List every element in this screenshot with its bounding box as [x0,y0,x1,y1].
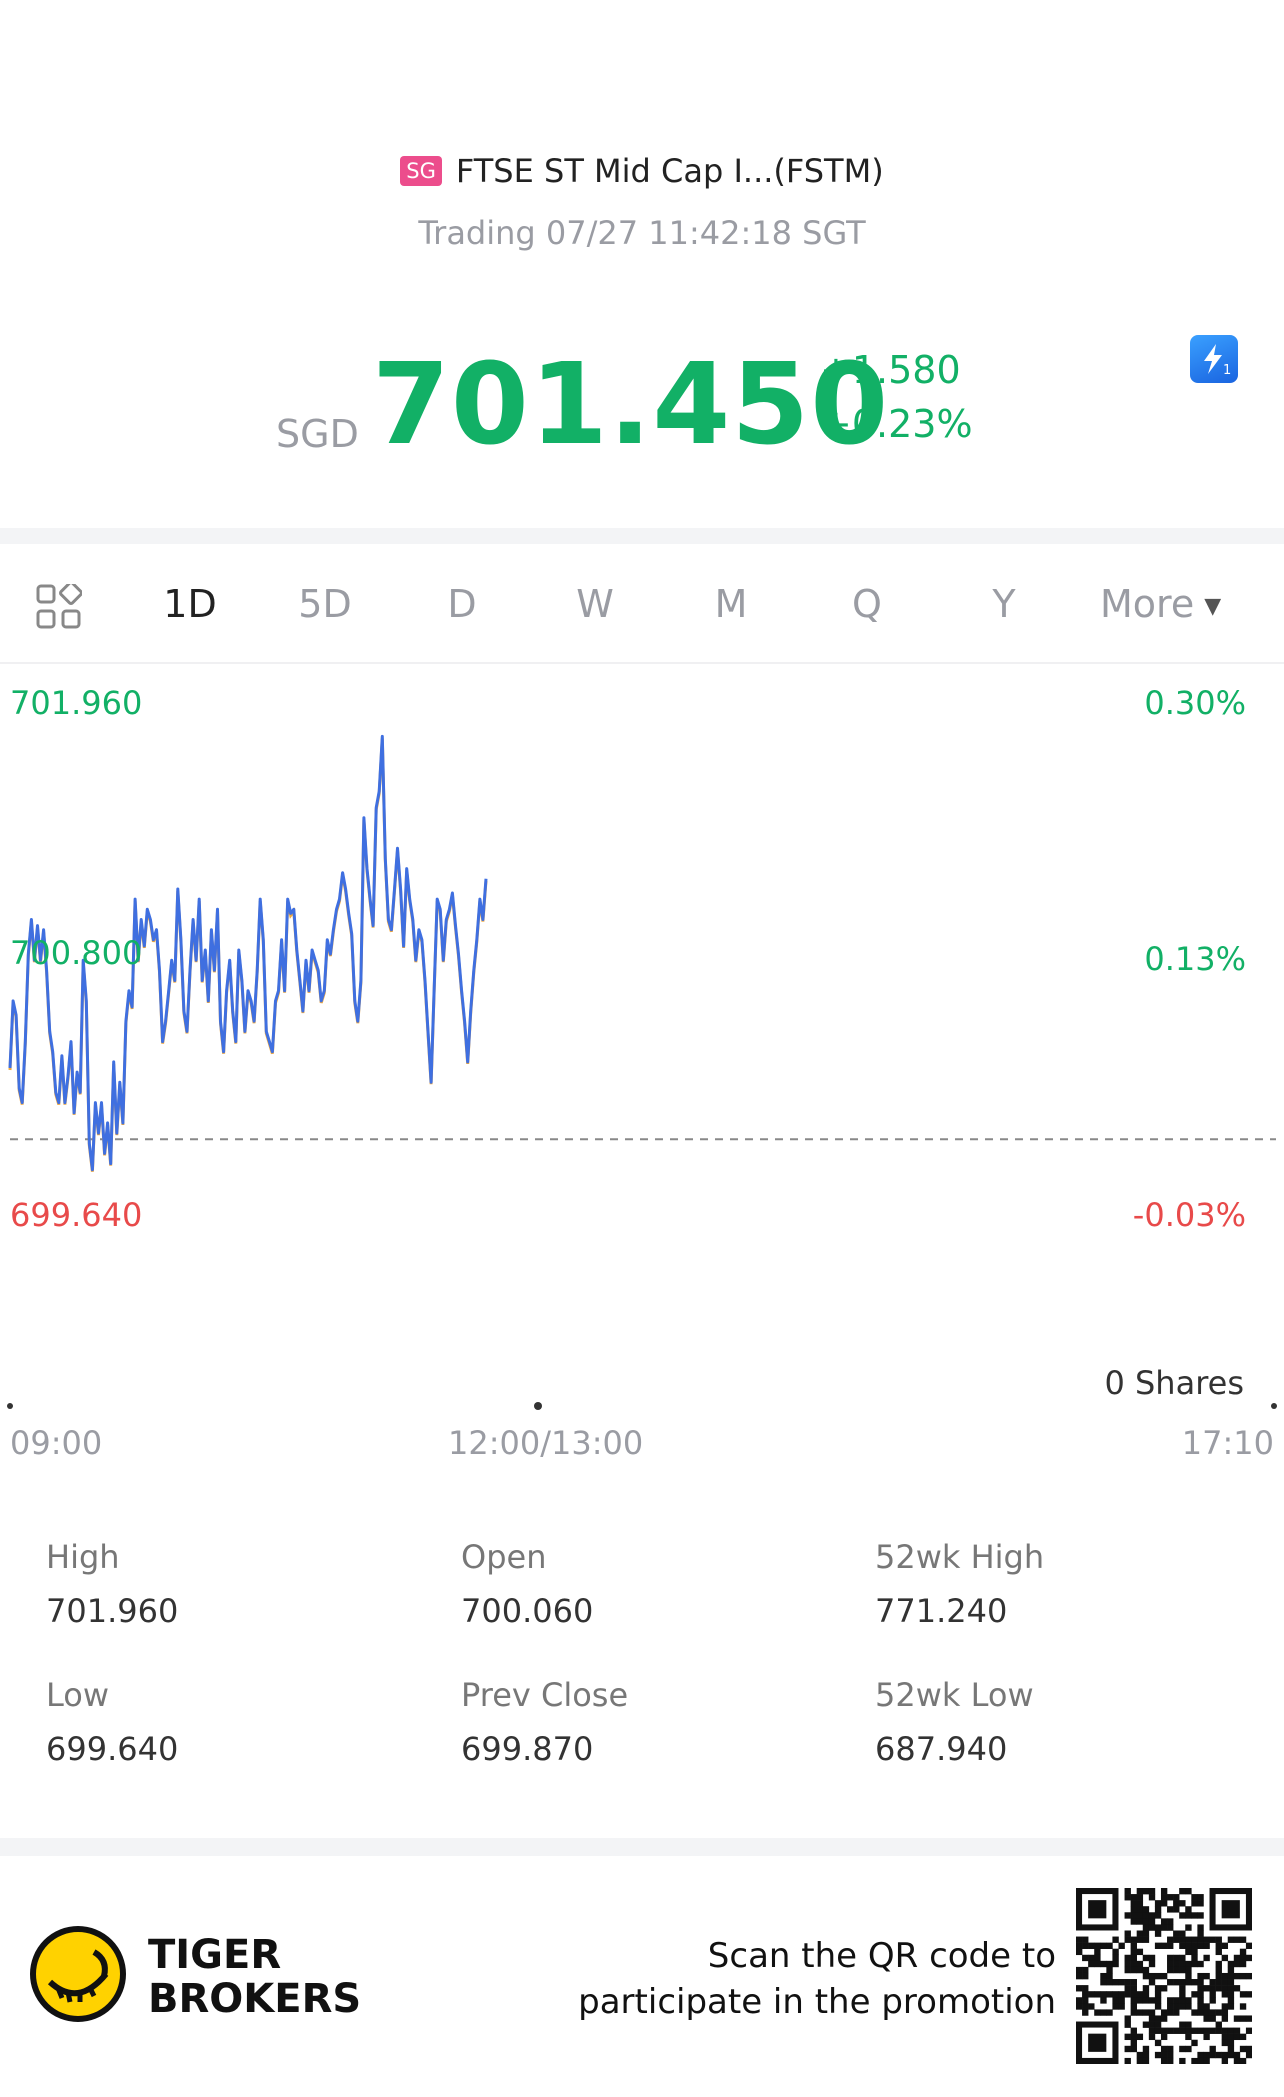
x-tick-end [1271,1403,1277,1409]
caret-down-icon: ▼ [1204,594,1222,619]
promo-text-line1: Scan the QR code to [707,1936,1056,1976]
stat-value-high: 701.960 [46,1592,179,1630]
promo-footer: TIGER BROKERS Scan the QR code to partic… [0,1856,1284,2097]
instrument-title[interactable]: FTSE ST Mid Cap I...(FSTM) [455,152,884,190]
title-row: SG FTSE ST Mid Cap I...(FSTM) [0,152,1284,190]
y-right-low: -0.03% [1132,1196,1246,1234]
layout-grid-icon[interactable] [36,584,82,630]
y-right-high: 0.30% [1144,684,1246,722]
price-row: SGD 701.450 +1.580 +0.23% [0,340,1284,470]
stat-label-52wk-high: 52wk High [875,1538,1045,1576]
market-badge: SG [400,156,442,186]
trading-status: Trading 07/27 11:42:18 SGT [418,214,866,252]
promo-text-line2: participate in the promotion [578,1982,1056,2022]
price-line [8,734,488,1172]
brand-name-line2: BROKERS [148,1976,362,2022]
svg-text:1: 1 [1223,363,1231,377]
stat-value-52wk-high: 771.240 [875,1592,1008,1630]
volume-label: 0 Shares [1104,1364,1244,1402]
period-tabs: 1D 5D D W M Q Y More ▼ [0,544,1284,664]
stat-value-prev-close: 699.870 [461,1730,594,1768]
brand-name-line1: TIGER [148,1932,282,1978]
change-absolute: +1.580 [820,348,961,392]
tiger-logo-icon [30,1926,126,2022]
stat-value-open: 700.060 [461,1592,594,1630]
lightning-icon[interactable]: 1 [1190,335,1238,383]
x-tick-mid [534,1402,542,1410]
tab-m[interactable]: M [714,582,748,626]
stat-label-52wk-low: 52wk Low [875,1676,1034,1714]
y-left-low: 699.640 [10,1196,143,1234]
change-percent: +0.23% [820,402,973,446]
x-label-open: 09:00 [10,1424,103,1462]
tab-y[interactable]: Y [992,582,1016,626]
quote-stats: High 701.960 Open 700.060 52wk High 771.… [0,1520,1284,1820]
intraday-chart[interactable]: 701.960 700.800 699.640 0.30% 0.13% -0.0… [0,664,1284,1464]
qr-code-icon[interactable] [1076,1888,1252,2064]
y-left-mid: 700.800 [10,934,143,972]
stat-label-prev-close: Prev Close [461,1676,629,1714]
stat-label-open: Open [461,1538,547,1576]
tab-1d[interactable]: 1D [163,582,217,626]
x-label-break: 12:00/13:00 [448,1424,644,1462]
stat-label-low: Low [46,1676,110,1714]
y-left-high: 701.960 [10,684,143,722]
x-tick-start [7,1403,13,1409]
x-label-close: 17:10 [1181,1424,1274,1462]
quote-header: SG FTSE ST Mid Cap I...(FSTM) Trading 07… [0,0,1284,540]
footer-divider [0,1838,1284,1856]
last-price: 701.450 [372,340,890,470]
tab-w[interactable]: W [576,582,614,626]
stat-value-low: 699.640 [46,1730,179,1768]
currency-label: SGD [276,412,359,456]
more-dropdown[interactable]: More ▼ [1100,544,1221,664]
more-label: More [1100,582,1195,626]
price-line-svg [7,734,1277,1410]
y-right-mid: 0.13% [1144,940,1246,978]
tab-5d[interactable]: 5D [298,582,352,626]
stat-label-high: High [46,1538,120,1576]
tab-d[interactable]: D [447,582,477,626]
tab-q[interactable]: Q [852,582,882,626]
stat-value-52wk-low: 687.940 [875,1730,1008,1768]
section-divider [0,528,1284,544]
